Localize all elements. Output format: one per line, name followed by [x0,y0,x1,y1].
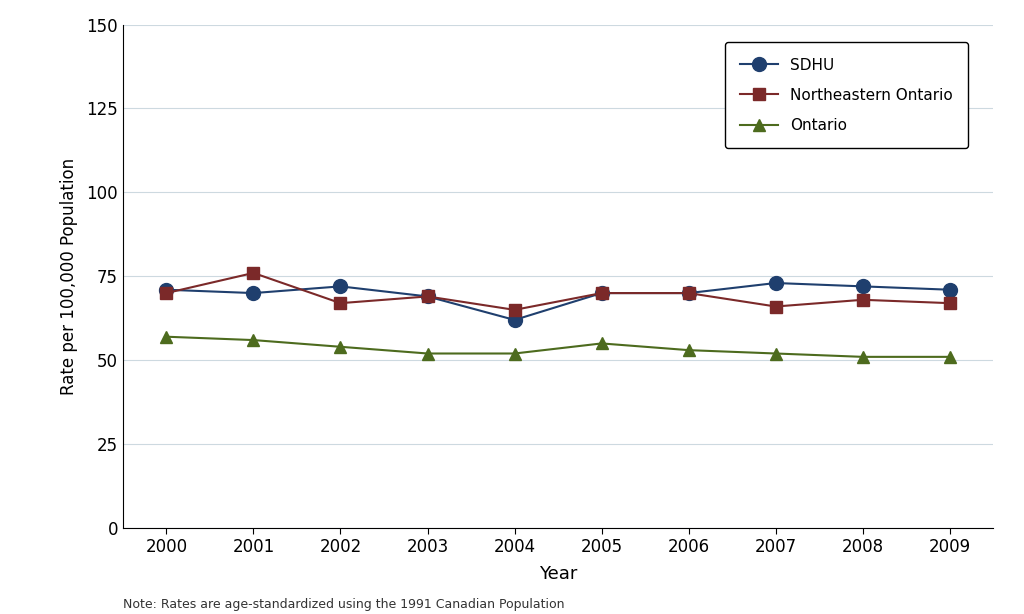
X-axis label: Year: Year [539,565,578,583]
SDHU [508,316,520,324]
SDHU [248,289,260,297]
Northeastern Ontario [944,300,956,307]
Northeastern Ontario [596,289,608,297]
Line: Ontario: Ontario [161,331,955,362]
Ontario [248,336,260,344]
Ontario [422,350,434,357]
Northeastern Ontario [248,270,260,277]
Ontario [857,353,869,360]
Legend: SDHU, Northeastern Ontario, Ontario: SDHU, Northeastern Ontario, Ontario [725,42,969,149]
Northeastern Ontario [422,293,434,300]
SDHU [857,282,869,290]
SDHU [596,289,608,297]
SDHU [422,293,434,300]
Ontario [596,340,608,347]
Y-axis label: Rate per 100,000 Population: Rate per 100,000 Population [60,158,78,395]
Ontario [160,333,172,340]
SDHU [160,286,172,293]
SDHU [769,279,781,287]
Ontario [769,350,781,357]
Northeastern Ontario [769,303,781,310]
Ontario [683,346,695,354]
SDHU [335,282,347,290]
Ontario [508,350,520,357]
Ontario [335,343,347,351]
SDHU [944,286,956,293]
Northeastern Ontario [335,300,347,307]
Line: SDHU: SDHU [160,276,956,327]
Northeastern Ontario [857,296,869,303]
Text: Note: Rates are age-standardized using the 1991 Canadian Population: Note: Rates are age-standardized using t… [123,598,564,611]
SDHU [683,289,695,297]
Line: Northeastern Ontario: Northeastern Ontario [161,267,955,316]
Ontario [944,353,956,360]
Northeastern Ontario [508,306,520,314]
Northeastern Ontario [683,289,695,297]
Northeastern Ontario [160,289,172,297]
